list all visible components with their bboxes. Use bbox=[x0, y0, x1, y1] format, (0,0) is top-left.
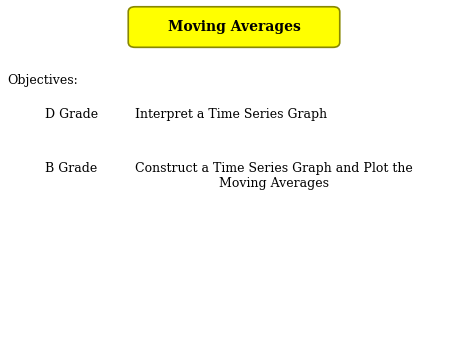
Text: Moving Averages: Moving Averages bbox=[167, 20, 301, 34]
Text: Construct a Time Series Graph and Plot the
Moving Averages: Construct a Time Series Graph and Plot t… bbox=[135, 162, 413, 190]
FancyBboxPatch shape bbox=[128, 7, 340, 47]
Text: Objectives:: Objectives: bbox=[7, 74, 77, 87]
Text: D Grade: D Grade bbox=[45, 108, 98, 121]
Text: B Grade: B Grade bbox=[45, 162, 97, 175]
Text: Interpret a Time Series Graph: Interpret a Time Series Graph bbox=[135, 108, 327, 121]
